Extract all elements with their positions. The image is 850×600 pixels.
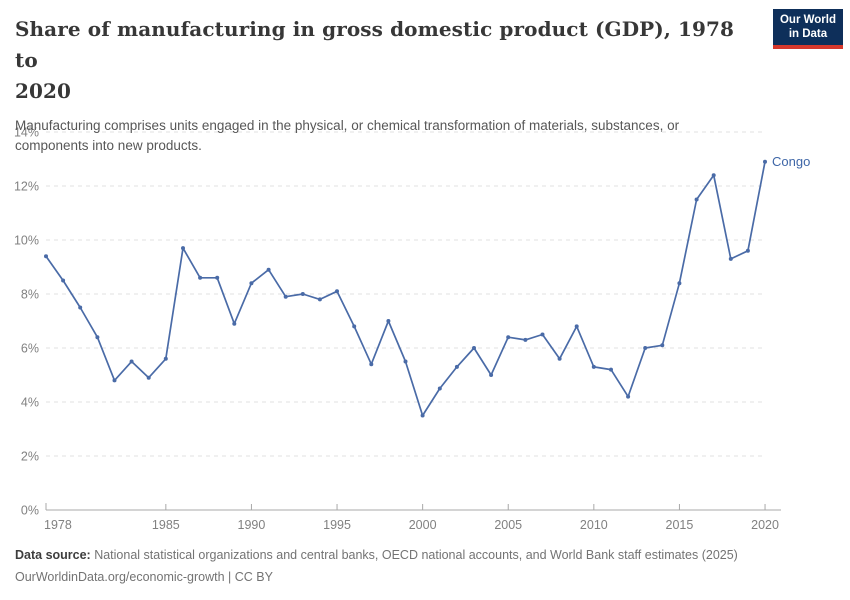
data-point-1987[interactable] xyxy=(198,275,203,280)
x-tick-label-1985: 1985 xyxy=(152,518,180,532)
data-point-2002[interactable] xyxy=(454,364,459,369)
y-tick-label-14: 14% xyxy=(14,126,39,140)
data-point-1982[interactable] xyxy=(112,378,117,383)
y-tick-label-6: 6% xyxy=(21,342,39,356)
data-point-2016[interactable] xyxy=(694,197,699,202)
data-point-1986[interactable] xyxy=(181,246,185,251)
data-point-2014[interactable] xyxy=(660,343,665,348)
data-line-congo[interactable] xyxy=(45,160,766,417)
data-point-2008[interactable] xyxy=(557,356,562,361)
chart-subtitle: Manufacturing comprises units engaged in… xyxy=(15,116,755,157)
x-tick-label-2010: 2010 xyxy=(580,518,608,532)
y-tick-label-8: 8% xyxy=(21,288,39,302)
data-point-1989[interactable] xyxy=(232,321,237,326)
data-source-text: National statistical organizations and c… xyxy=(90,548,738,562)
data-point-2001[interactable] xyxy=(437,386,442,391)
data-point-1978[interactable] xyxy=(44,254,48,259)
chart-header: Share of manufacturing in gross domestic… xyxy=(15,14,755,157)
y-tick-label-0: 0% xyxy=(21,504,39,518)
data-point-2004[interactable] xyxy=(489,373,494,377)
x-tick-label-1978: 1978 xyxy=(44,518,72,532)
y-tick-label-10: 10% xyxy=(14,234,39,248)
data-point-2003[interactable] xyxy=(472,346,476,350)
data-point-2011[interactable] xyxy=(609,367,613,372)
data-point-1992[interactable] xyxy=(283,294,288,299)
data-point-2012[interactable] xyxy=(626,394,631,399)
x-tick-label-2000: 2000 xyxy=(409,518,437,532)
y-tick-label-2: 2% xyxy=(21,450,39,464)
chart-footer: Data source: National statistical organi… xyxy=(15,545,738,589)
series-label-congo[interactable]: Congo xyxy=(772,154,810,169)
x-tick-label-2005: 2005 xyxy=(494,518,522,532)
data-point-1988[interactable] xyxy=(215,275,220,280)
data-point-2010[interactable] xyxy=(591,364,596,369)
data-point-2019[interactable] xyxy=(745,248,750,253)
data-point-1995[interactable] xyxy=(335,289,339,294)
data-point-1981[interactable] xyxy=(95,335,100,340)
x-tick-label-2015: 2015 xyxy=(666,518,694,532)
data-point-2013[interactable] xyxy=(643,346,648,350)
data-point-2017[interactable] xyxy=(711,173,716,178)
data-point-1999[interactable] xyxy=(403,359,408,364)
title-line-2: 2020 xyxy=(15,79,72,103)
data-point-1983[interactable] xyxy=(129,359,134,364)
data-point-2020[interactable] xyxy=(763,159,767,164)
logo-line-2: in Data xyxy=(788,28,828,41)
data-point-2018[interactable] xyxy=(728,256,733,261)
attribution-line: OurWorldinData.org/economic-growth | CC … xyxy=(15,569,273,584)
data-point-1985[interactable] xyxy=(163,356,168,361)
data-source-line: Data source: National statistical organi… xyxy=(15,545,738,567)
data-point-2006[interactable] xyxy=(523,337,528,342)
data-point-1984[interactable] xyxy=(146,375,151,380)
data-point-1997[interactable] xyxy=(369,362,374,367)
data-point-1998[interactable] xyxy=(386,319,391,323)
logo-line-1: Our World xyxy=(779,14,836,26)
data-point-2007[interactable] xyxy=(540,332,545,337)
data-source-label: Data source: xyxy=(15,548,91,562)
data-point-1991[interactable] xyxy=(266,267,271,272)
y-tick-label-4: 4% xyxy=(21,396,39,410)
title-line-1: Share of manufacturing in gross domestic… xyxy=(15,17,735,72)
data-point-2009[interactable] xyxy=(574,324,579,329)
data-point-1990[interactable] xyxy=(249,281,254,286)
data-point-1980[interactable] xyxy=(78,305,83,310)
data-point-2000[interactable] xyxy=(420,413,425,418)
data-point-1994[interactable] xyxy=(317,297,322,302)
subtitle-line-2: components into new products. xyxy=(15,138,202,154)
data-point-1996[interactable] xyxy=(352,324,357,329)
owid-logo[interactable]: Our World in Data xyxy=(772,9,843,49)
x-tick-label-1990: 1990 xyxy=(238,518,266,532)
y-tick-label-12: 12% xyxy=(14,180,39,194)
data-point-1993[interactable] xyxy=(300,292,305,296)
subtitle-line-1: Manufacturing comprises units engaged in… xyxy=(15,118,680,133)
x-tick-label-2020: 2020 xyxy=(751,518,779,532)
data-point-1979[interactable] xyxy=(61,278,66,283)
page-title: Share of manufacturing in gross domestic… xyxy=(15,14,755,107)
x-tick-label-1995: 1995 xyxy=(323,518,351,532)
data-point-2005[interactable] xyxy=(506,335,511,340)
data-point-2015[interactable] xyxy=(677,281,682,286)
